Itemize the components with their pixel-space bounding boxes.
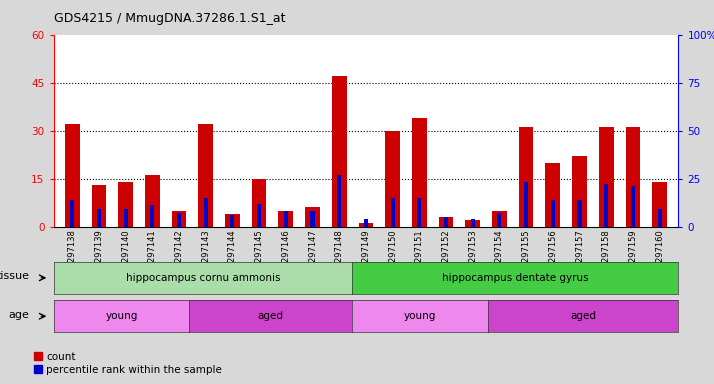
Bar — [578, 200, 582, 227]
Bar — [364, 219, 368, 227]
Bar — [150, 205, 154, 227]
Text: aged: aged — [258, 311, 284, 321]
Bar — [252, 179, 266, 227]
Bar — [444, 217, 448, 227]
Bar — [471, 219, 475, 227]
Text: young: young — [404, 311, 436, 321]
Bar — [337, 175, 341, 227]
Bar — [386, 131, 400, 227]
Bar — [391, 198, 395, 227]
Bar — [119, 182, 133, 227]
Bar — [332, 76, 346, 227]
Bar — [545, 162, 560, 227]
Text: age: age — [9, 310, 29, 319]
Bar — [625, 127, 640, 227]
Bar — [311, 211, 315, 227]
Bar — [177, 213, 181, 227]
Bar — [283, 211, 288, 227]
Bar — [466, 220, 480, 227]
Bar — [358, 223, 373, 227]
Bar — [171, 210, 186, 227]
Bar — [412, 118, 427, 227]
Bar — [519, 127, 533, 227]
Bar — [417, 198, 421, 227]
Legend: count, percentile rank within the sample: count, percentile rank within the sample — [34, 352, 222, 375]
Bar — [305, 207, 320, 227]
Bar — [198, 124, 213, 227]
Bar — [203, 198, 208, 227]
Bar — [124, 209, 128, 227]
Text: hippocampus cornu ammonis: hippocampus cornu ammonis — [126, 273, 280, 283]
Bar — [145, 175, 160, 227]
Text: tissue: tissue — [0, 271, 29, 281]
Text: hippocampus dentate gyrus: hippocampus dentate gyrus — [442, 273, 588, 283]
Text: aged: aged — [570, 311, 596, 321]
Bar — [631, 186, 635, 227]
Text: young: young — [105, 311, 138, 321]
Bar — [70, 200, 74, 227]
Bar — [653, 182, 667, 227]
Bar — [438, 217, 453, 227]
Bar — [599, 127, 613, 227]
Bar — [604, 184, 608, 227]
Bar — [231, 215, 234, 227]
Bar — [524, 182, 528, 227]
Bar — [492, 210, 507, 227]
Text: GDS4215 / MmugDNA.37286.1.S1_at: GDS4215 / MmugDNA.37286.1.S1_at — [54, 12, 285, 25]
Bar — [257, 204, 261, 227]
Bar — [65, 124, 79, 227]
Bar — [498, 213, 501, 227]
Bar — [97, 209, 101, 227]
Bar — [225, 214, 240, 227]
Bar — [658, 209, 662, 227]
Bar — [550, 200, 555, 227]
Bar — [572, 156, 587, 227]
Bar — [278, 210, 293, 227]
Bar — [91, 185, 106, 227]
